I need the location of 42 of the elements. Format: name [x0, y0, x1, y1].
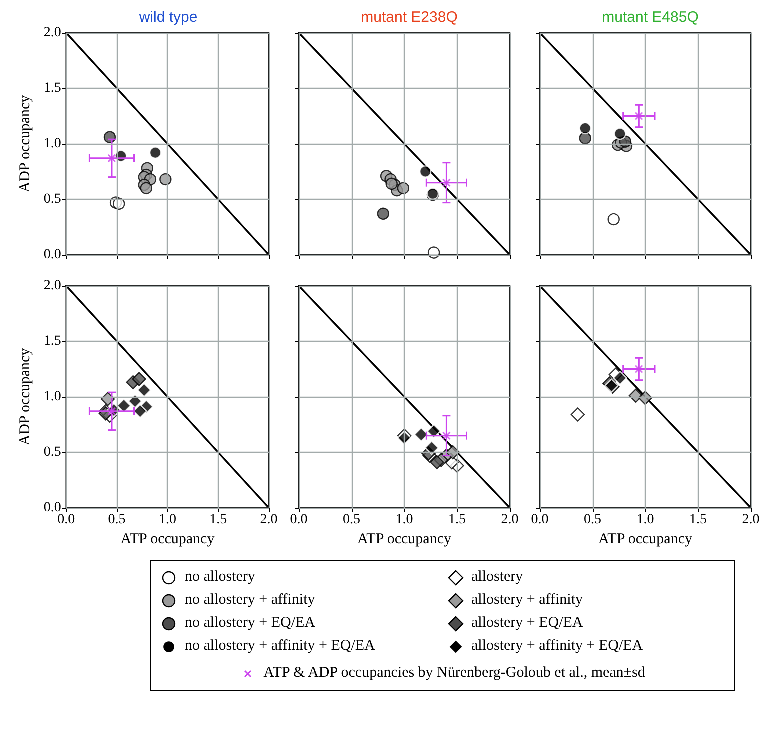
x-tick-label: 0.0 [58, 512, 76, 528]
legend-label: ATP & ADP occupancies by Nürenberg-Goloub et al., mean±sd [262, 665, 646, 681]
y-axis-title: ADP occupancy [18, 348, 34, 446]
legend-label: allostery + affinity [470, 592, 584, 609]
legend-label: no allostery [184, 569, 256, 586]
x-axis-title: ATP occupancy [598, 532, 693, 548]
x-tick-label: 0.0 [290, 512, 308, 528]
y-tick-label: 1.5 [44, 334, 62, 349]
y-tick-label: 1.5 [44, 81, 62, 96]
x-tick-label: 0.0 [531, 512, 549, 528]
x-tick-label: 2.0 [260, 512, 278, 528]
x-tick-label: 1.5 [210, 512, 228, 528]
y-tick-label: 0.5 [44, 192, 62, 207]
legend-label: allostery [470, 569, 524, 586]
y-tick-label: 1.0 [44, 136, 62, 152]
x-tick-label: 1.0 [396, 512, 414, 528]
x-tick-label: 0.5 [584, 512, 602, 528]
legend-label: no allostery + affinity + EQ/EA [184, 638, 376, 655]
y-tick-label: 0.5 [44, 445, 62, 460]
x-tick-label: 0.5 [343, 512, 360, 528]
y-tick-label: 0.0 [44, 248, 62, 262]
x-tick-label: 1.0 [636, 512, 654, 528]
x-axis-title: ATP occupancy [120, 532, 216, 548]
y-tick-label: 2.0 [44, 26, 62, 40]
y-tick-label: 2.0 [44, 278, 62, 294]
x-tick-label: 1.5 [448, 512, 466, 528]
x-axis-title: ATP occupancy [358, 532, 452, 548]
x-tick-label: 1.0 [158, 512, 176, 528]
y-tick-label: 1.0 [44, 390, 62, 404]
x-tick-label: 0.5 [108, 512, 126, 528]
chart-title: mutant E238Q [361, 9, 458, 26]
x-tick-label: 2.0 [501, 512, 519, 528]
y-tick-label: 0.0 [44, 500, 62, 516]
legend-label: no allostery + affinity [184, 592, 316, 609]
x-tick-label: 1.5 [690, 512, 707, 528]
legend-label: no allostery + EQ/EA [184, 615, 317, 632]
legend-label: allostery + affinity + EQ/EA [470, 638, 644, 655]
chart-title: mutant E485Q [602, 9, 699, 26]
y-axis-title: ADP occupancy [18, 94, 34, 193]
legend-label: allostery + EQ/EA [470, 615, 584, 632]
x-tick-label: 2.0 [742, 512, 760, 528]
chart-title: wild type [138, 9, 198, 26]
